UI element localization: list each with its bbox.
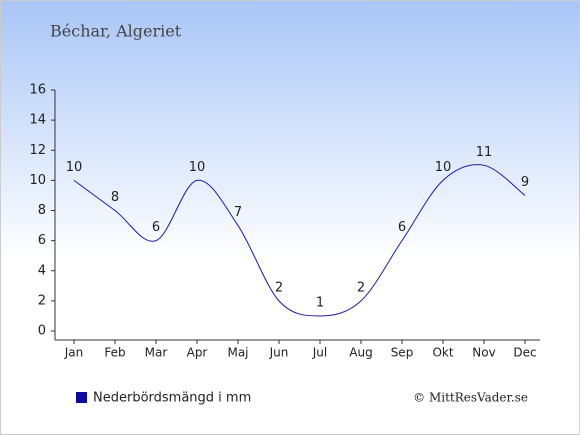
x-tick-label: Maj [227,346,248,360]
x-tick-label: Jan [64,346,84,360]
y-tick-label: 4 [38,263,46,278]
data-label: 8 [111,190,119,205]
y-tick-label: 14 [29,113,46,128]
x-tick-label: Dec [513,346,536,360]
data-label: 2 [275,280,283,295]
data-label: 2 [357,280,365,295]
data-label: 10 [66,160,83,175]
legend-swatch [76,392,87,403]
y-tick-label: 12 [29,143,46,158]
legend-label: Nederbördsmängd i mm [93,391,251,406]
chart-title: Béchar, Algeriet [50,22,182,41]
data-label: 7 [234,205,242,220]
x-tick-label: Apr [187,346,208,360]
y-tick-label: 0 [38,324,46,339]
credit: © MittResVader.se [413,391,528,405]
x-tick-label: Jun [269,346,289,360]
y-tick-label: 6 [38,233,46,248]
x-tick-label: Mar [145,346,168,360]
y-tick-label: 8 [38,203,46,218]
data-label: 1 [316,295,324,310]
data-label: 10 [189,160,206,175]
data-label: 6 [398,220,406,235]
x-tick-label: Feb [104,346,125,360]
data-label: 10 [435,160,452,175]
x-tick-label: Nov [472,346,495,360]
x-tick-label: Aug [349,346,372,360]
x-tick-label: Sep [391,346,414,360]
y-tick-label: 10 [29,173,46,188]
x-tick-label: Okt [432,346,453,360]
x-tick-label: Jul [312,346,327,360]
y-tick-label: 2 [38,293,46,308]
data-label: 6 [152,220,160,235]
y-tick-label: 16 [29,83,46,98]
line [73,164,526,317]
data-label: 9 [521,175,529,190]
data-label: 11 [476,145,493,160]
